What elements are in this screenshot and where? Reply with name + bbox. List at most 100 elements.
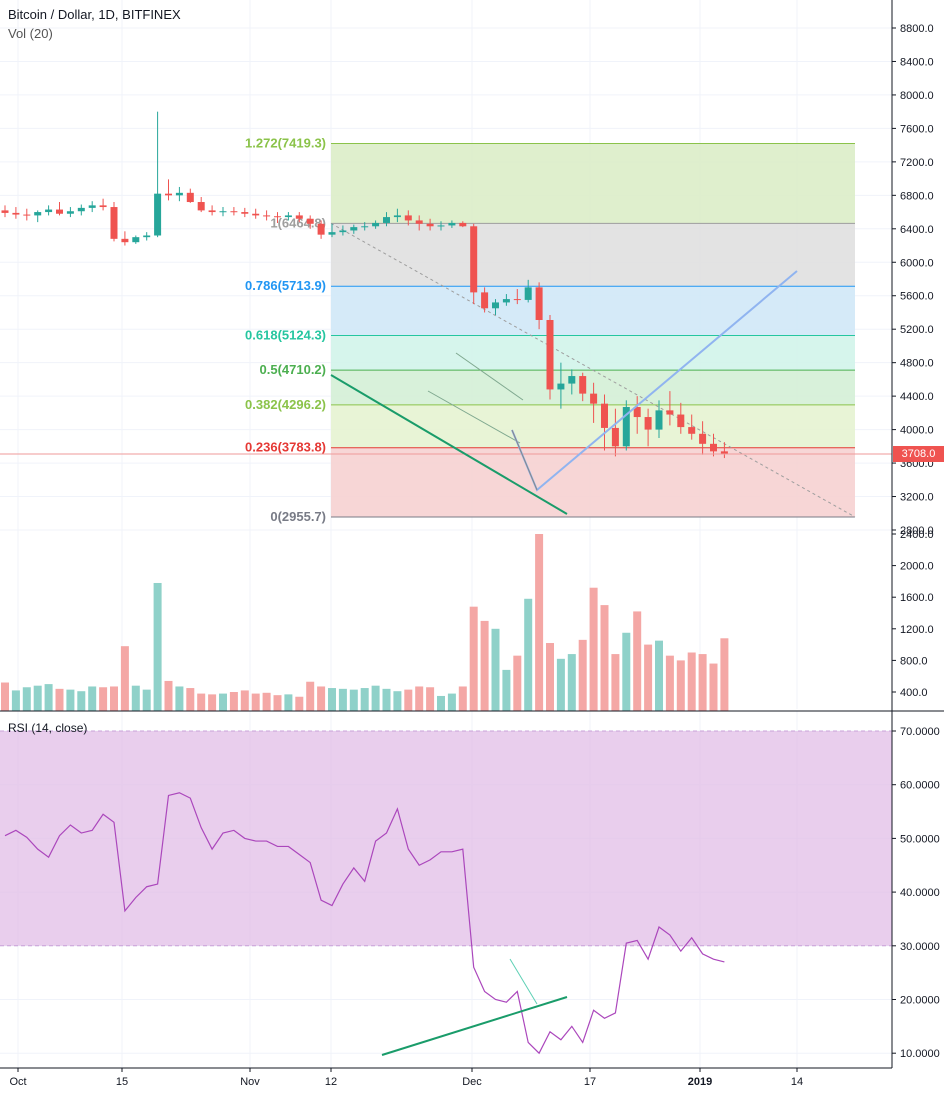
projection-drop [511, 429, 538, 491]
volume-bar [687, 652, 696, 711]
time-tick-label: 15 [116, 1076, 128, 1088]
candle-body [317, 223, 325, 235]
candle-body [197, 202, 205, 211]
candle-body [688, 427, 696, 434]
candle-body [393, 215, 401, 218]
candle-body [165, 193, 172, 196]
rsi-tick-label: 60.0000 [900, 780, 940, 792]
volume-bar [219, 693, 227, 711]
candle-body [404, 215, 412, 221]
volume-bar [153, 582, 162, 711]
fib-band [331, 447, 855, 517]
candle-body [110, 207, 118, 239]
volume-bar [317, 686, 326, 711]
wedge-upper-line [455, 352, 524, 401]
fib-level-label: 0(2955.7) [270, 509, 326, 524]
chart-title: Bitcoin / Dollar, 1D, BITFINEX [8, 7, 181, 22]
fib-band [331, 143, 855, 224]
candle-body [175, 192, 183, 196]
candle-body [546, 319, 554, 390]
volume-bar [415, 686, 424, 711]
volume-label: Vol (20) [8, 26, 53, 41]
volume-bar [524, 598, 533, 711]
volume-bar [110, 686, 118, 711]
candle-body [426, 223, 434, 227]
volume-bar [502, 669, 511, 711]
candle-body [568, 376, 576, 384]
volume-bar [1, 682, 9, 711]
candle-body [502, 299, 510, 303]
volume-bar [88, 686, 97, 711]
rsi-trendline [381, 996, 568, 1056]
volume-bar [360, 688, 369, 711]
candle-body [132, 237, 140, 243]
candle-body [186, 192, 194, 203]
volume-bar [186, 688, 195, 711]
volume-bar [556, 658, 565, 711]
candle-body [622, 407, 630, 447]
volume-bar [251, 693, 260, 711]
volume-tick-label: 1600.0 [900, 592, 934, 604]
fib-level-label: 0.5(4710.2) [260, 362, 327, 377]
volume-tick-label: 800.0 [900, 655, 928, 667]
volume-bar [208, 694, 217, 711]
volume-bar [393, 691, 402, 711]
volume-bar [175, 686, 184, 711]
volume-bars [1, 534, 729, 711]
rsi-line [4, 792, 725, 1055]
volume-bar [513, 655, 522, 711]
rsi-projection [509, 958, 538, 1005]
candle-body [56, 209, 63, 214]
price-tick-label: 8000.0 [900, 90, 934, 102]
candle-body [339, 230, 347, 233]
candle-body [34, 212, 42, 216]
price-tick-label: 8400.0 [900, 56, 934, 68]
candle-body [143, 235, 151, 238]
candle-body [492, 302, 499, 309]
volume-bar [458, 686, 467, 711]
volume-tick-label: 400.0 [900, 687, 928, 699]
volume-bar [99, 687, 108, 711]
candle-body [579, 376, 587, 394]
candle-body [611, 427, 619, 447]
volume-bar [644, 644, 653, 711]
volume-bar [589, 587, 598, 711]
candle-body [284, 215, 292, 218]
candle-body [655, 410, 663, 430]
volume-bar [77, 691, 86, 711]
candle-body [121, 238, 129, 243]
candle-body [437, 225, 445, 227]
candle-body [372, 222, 380, 227]
volume-bar [338, 688, 347, 711]
candle-body [720, 451, 728, 455]
candle-body [12, 212, 20, 215]
rsi-tick-label: 30.0000 [900, 941, 940, 953]
volume-bar [600, 605, 609, 711]
volume-bar [142, 689, 151, 711]
drawings [0, 270, 892, 515]
price-tick-label: 6800.0 [900, 190, 934, 202]
candle-body [77, 207, 85, 212]
trendline-lower [330, 374, 568, 515]
volume-bar [22, 687, 31, 711]
volume-bar [622, 632, 631, 711]
fib-level-label: 0.236(3783.8) [245, 440, 326, 455]
price-tick-label: 8800.0 [900, 23, 934, 35]
volume-bar [578, 639, 587, 711]
fib-trend-line [330, 222, 856, 518]
candle-body [644, 417, 652, 430]
candle-body [252, 213, 260, 216]
volume-bar [306, 681, 315, 711]
volume-bar [437, 695, 445, 711]
volume-bar [447, 693, 456, 711]
volume-bar [349, 689, 358, 711]
fib-level-label: 0.618(5124.3) [245, 328, 326, 343]
candle-body [219, 211, 227, 213]
fib-level-label: 0.786(5713.9) [245, 278, 326, 293]
candle-body [415, 220, 423, 224]
fib-band [331, 335, 855, 371]
wedge-lower-line [427, 390, 521, 444]
candle-body [633, 407, 641, 418]
